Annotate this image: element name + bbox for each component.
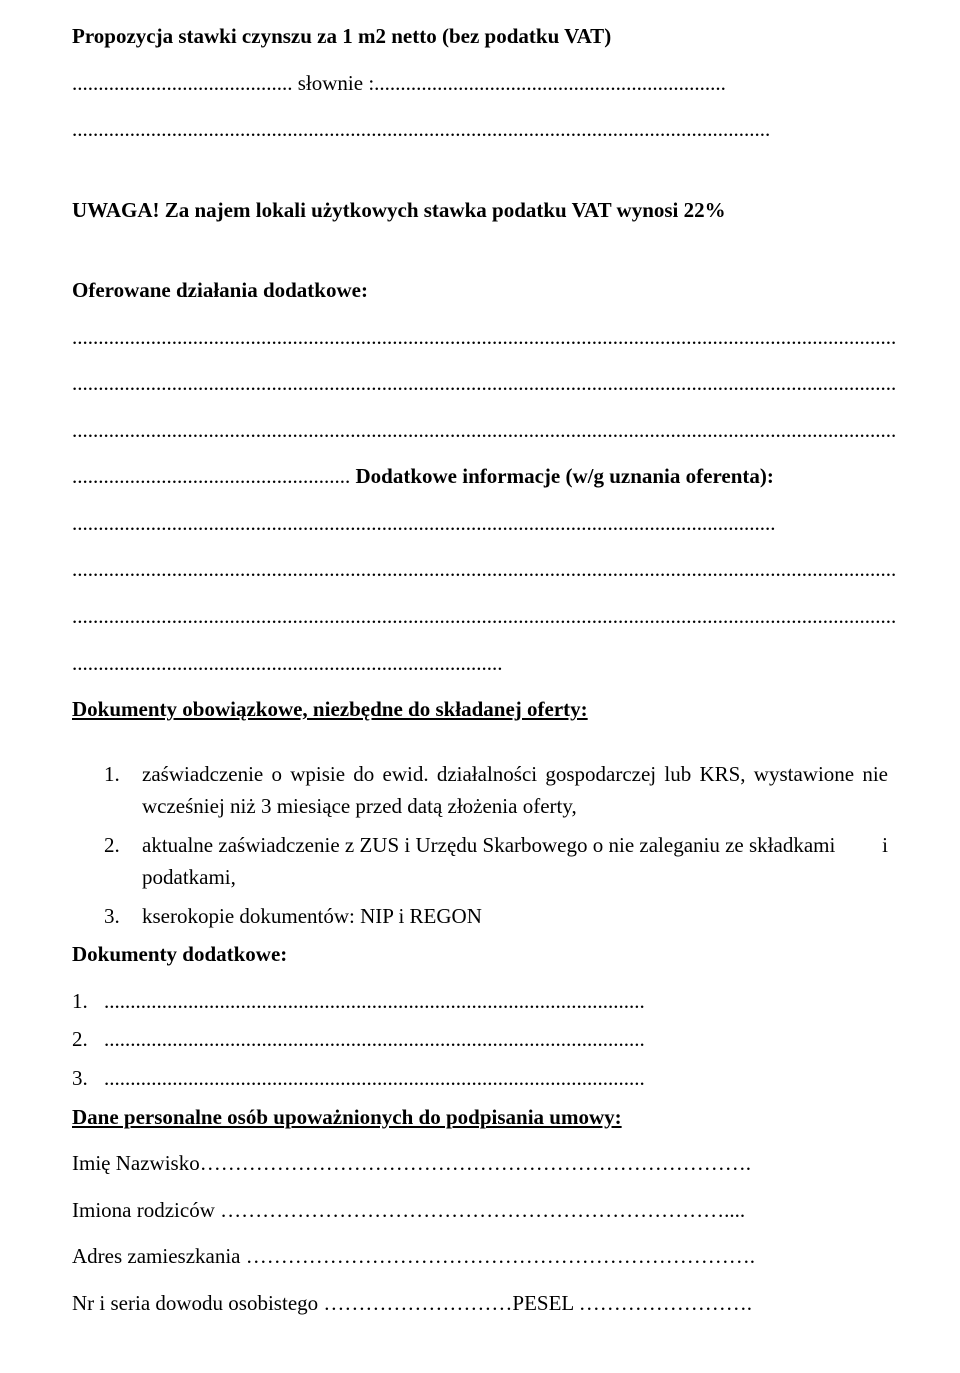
- list-number: 3.: [72, 1062, 104, 1095]
- list-number: 1.: [72, 758, 142, 823]
- dokumenty-dodatkowe-heading: Dokumenty dodatkowe:: [72, 938, 888, 971]
- list-item: 3. .....................................…: [72, 1062, 888, 1095]
- list-dots: ........................................…: [104, 1023, 888, 1056]
- dane-personalne-underline: Dane personalne osób upoważnionych do po…: [72, 1105, 622, 1129]
- dodatkowe-info-text: Dodatkowe informacje (w/g uznania oferen…: [356, 464, 774, 488]
- dodatkowe-info-dots-prefix: ........................................…: [72, 464, 356, 488]
- dots-info-3: ........................................…: [72, 600, 888, 633]
- dokumenty-heading-underline: Dokumenty obowiązkowe, niezbędne do skła…: [72, 697, 588, 721]
- dots-info-1: ........................................…: [72, 507, 888, 540]
- list-text: zaświadczenie o wpisie do ewid. działaln…: [142, 758, 888, 823]
- dodatkowe-info-label: ........................................…: [72, 460, 888, 493]
- list-dots: ........................................…: [104, 1062, 888, 1095]
- title-dots-line: ........................................…: [72, 67, 888, 100]
- list-text-pre: aktualne zaświadczenie z ZUS i Urzędu Sk…: [142, 829, 835, 862]
- title: Propozycja stawki czynszu za 1 m2 netto …: [72, 20, 888, 53]
- imiona-rodzicow-line: Imiona rodziców …………………………………………………………………: [72, 1194, 888, 1227]
- oferowane-heading: Oferowane działania dodatkowe:: [72, 274, 888, 307]
- dokumenty-heading: Dokumenty obowiązkowe, niezbędne do skła…: [72, 693, 888, 726]
- list-item: 2. aktualne zaświadczenie z ZUS i Urzędu…: [72, 829, 888, 894]
- list-item: 1. .....................................…: [72, 985, 888, 1018]
- mandatory-docs-list: 1. zaświadczenie o wpisie do ewid. dział…: [72, 758, 888, 933]
- blank-dots-long: ........................................…: [72, 113, 888, 146]
- nr-dowodu-line: Nr i seria dowodu osobistego ………………………PE…: [72, 1287, 888, 1320]
- list-text-line2: podatkami,: [142, 865, 236, 889]
- list-dots: ........................................…: [104, 985, 888, 1018]
- additional-docs-list: 1. .....................................…: [72, 985, 888, 1095]
- list-item: 1. zaświadczenie o wpisie do ewid. dział…: [72, 758, 888, 823]
- imie-nazwisko-line: Imię Nazwisko…………………………………………………………………….: [72, 1147, 888, 1180]
- list-number: 2.: [72, 829, 142, 894]
- list-item: 2. .....................................…: [72, 1023, 888, 1056]
- dots-row-3: ........................................…: [72, 414, 888, 447]
- list-number: 3.: [72, 900, 142, 933]
- list-item: 3. kserokopie dokumentów: NIP i REGON: [72, 900, 888, 933]
- list-text: aktualne zaświadczenie z ZUS i Urzędu Sk…: [142, 829, 888, 894]
- dane-personalne-heading: Dane personalne osób upoważnionych do po…: [72, 1101, 888, 1134]
- dots-row-1: ........................................…: [72, 321, 888, 354]
- dots-info-4: ........................................…: [72, 647, 888, 680]
- dots-info-2: ........................................…: [72, 553, 888, 586]
- uwaga-line: UWAGA! Za najem lokali użytkowych stawka…: [72, 194, 888, 227]
- list-number: 2.: [72, 1023, 104, 1056]
- dots-row-2: ........................................…: [72, 367, 888, 400]
- list-text-right: i: [882, 829, 888, 862]
- list-number: 1.: [72, 985, 104, 1018]
- adres-line: Adres zamieszkania …………………………………………………………: [72, 1240, 888, 1273]
- list-text: kserokopie dokumentów: NIP i REGON: [142, 900, 888, 933]
